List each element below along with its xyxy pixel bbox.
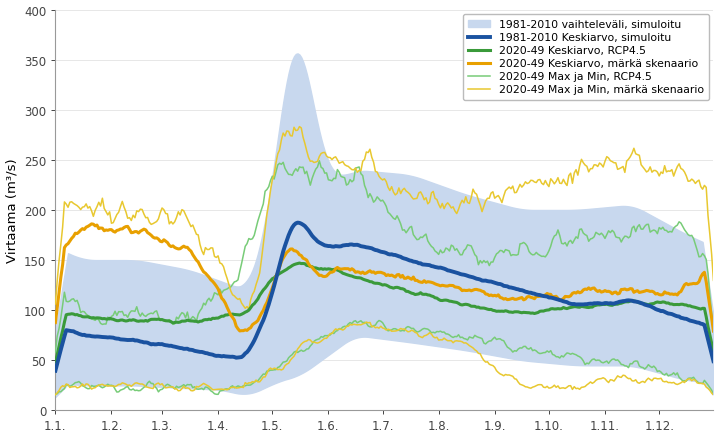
1981-2010 Keskiarvo, simuloitu [293, 220, 302, 226]
1981-2010 Keskiarvo, simuloitu [617, 299, 626, 304]
Line: 2020-49 Max ja Min, RCP4.5: 2020-49 Max ja Min, RCP4.5 [55, 161, 713, 353]
Y-axis label: Virtaama (m³/s): Virtaama (m³/s) [6, 158, 19, 263]
Legend: 1981-2010 vaihteleväli, simuloitu, 1981-2010 Keskiarvo, simuloitu, 2020-49 Keski: 1981-2010 vaihteleväli, simuloitu, 1981-… [463, 15, 709, 101]
Line: 2020-49 Keskiarvo, märkä skenaario: 2020-49 Keskiarvo, märkä skenaario [55, 224, 713, 331]
2020-49 Keskiarvo, RCP4.5 [295, 261, 303, 266]
2020-49 Keskiarvo, märkä skenaario [709, 328, 718, 334]
1981-2010 Keskiarvo, simuloitu [232, 355, 240, 360]
2020-49 Max ja Min, RCP4.5 [313, 165, 322, 170]
1981-2010 Keskiarvo, simuloitu [315, 240, 324, 246]
2020-49 Keskiarvo, RCP4.5 [232, 312, 240, 318]
2020-49 Max ja Min, RCP4.5 [709, 323, 718, 328]
2020-49 Max ja Min, RCP4.5 [191, 316, 199, 321]
2020-49 Keskiarvo, RCP4.5 [709, 349, 718, 354]
2020-49 Max ja Min, RCP4.5 [315, 159, 324, 164]
2020-49 Max ja Min, märkä skenaario [682, 174, 691, 179]
2020-49 Max ja Min, märkä skenaario [232, 296, 240, 301]
2020-49 Max ja Min, märkä skenaario [51, 302, 60, 307]
2020-49 Max ja Min, märkä skenaario [244, 307, 253, 312]
2020-49 Keskiarvo, märkä skenaario [192, 258, 201, 263]
2020-49 Keskiarvo, märkä skenaario [87, 222, 96, 227]
2020-49 Max ja Min, RCP4.5 [232, 279, 240, 284]
2020-49 Max ja Min, märkä skenaario [321, 150, 329, 155]
1981-2010 Keskiarvo, simuloitu [680, 316, 689, 321]
2020-49 Keskiarvo, märkä skenaario [617, 287, 626, 293]
Line: 2020-49 Keskiarvo, RCP4.5: 2020-49 Keskiarvo, RCP4.5 [55, 263, 713, 362]
1981-2010 Keskiarvo, simuloitu [709, 359, 718, 364]
2020-49 Max ja Min, märkä skenaario [295, 125, 303, 130]
1981-2010 Keskiarvo, simuloitu [51, 368, 60, 374]
Line: 2020-49 Max ja Min, märkä skenaario: 2020-49 Max ja Min, märkä skenaario [55, 127, 713, 310]
1981-2010 Keskiarvo, simuloitu [191, 349, 199, 354]
2020-49 Keskiarvo, RCP4.5 [191, 319, 199, 324]
2020-49 Max ja Min, RCP4.5 [51, 350, 60, 355]
2020-49 Keskiarvo, RCP4.5 [680, 303, 689, 308]
2020-49 Keskiarvo, märkä skenaario [51, 320, 60, 325]
2020-49 Max ja Min, märkä skenaario [191, 227, 199, 233]
2020-49 Keskiarvo, märkä skenaario [234, 326, 242, 332]
2020-49 Keskiarvo, RCP4.5 [319, 267, 327, 272]
2020-49 Keskiarvo, märkä skenaario [315, 273, 324, 279]
Line: 1981-2010 Keskiarvo, simuloitu: 1981-2010 Keskiarvo, simuloitu [55, 223, 713, 371]
2020-49 Max ja Min, RCP4.5 [617, 240, 626, 245]
2020-49 Keskiarvo, RCP4.5 [315, 267, 324, 272]
2020-49 Max ja Min, RCP4.5 [680, 227, 689, 233]
2020-49 Max ja Min, märkä skenaario [317, 152, 326, 157]
2020-49 Max ja Min, märkä skenaario [709, 278, 718, 283]
2020-49 Keskiarvo, RCP4.5 [617, 301, 626, 306]
2020-49 Keskiarvo, RCP4.5 [51, 359, 60, 364]
1981-2010 Keskiarvo, simuloitu [319, 242, 327, 247]
2020-49 Keskiarvo, märkä skenaario [680, 283, 689, 288]
2020-49 Keskiarvo, märkä skenaario [319, 274, 327, 279]
2020-49 Max ja Min, RCP4.5 [319, 166, 327, 172]
2020-49 Max ja Min, märkä skenaario [619, 164, 628, 170]
